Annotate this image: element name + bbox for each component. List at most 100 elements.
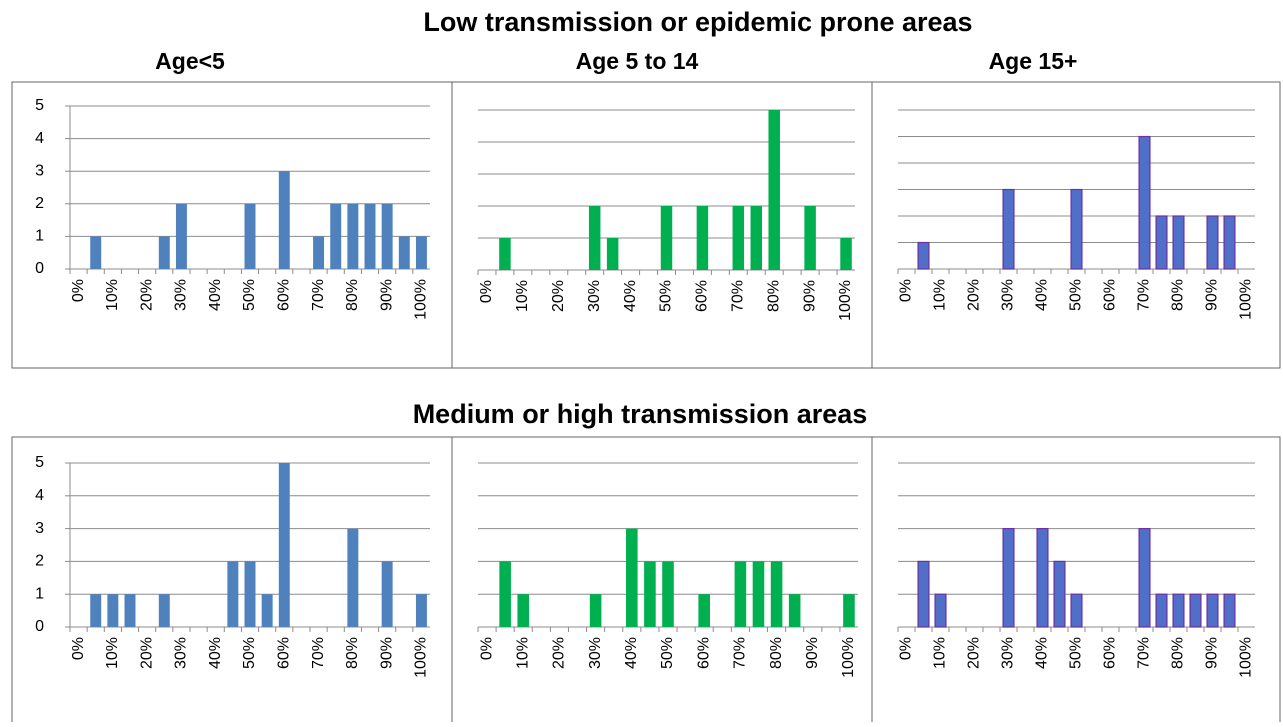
x-tick-label: 70%: [1136, 637, 1153, 669]
y-tick-label: 3: [35, 520, 44, 537]
x-tick-label: 80%: [768, 637, 785, 669]
bar: [770, 561, 783, 627]
bar: [415, 594, 427, 627]
x-tick-label: 20%: [966, 279, 983, 311]
bar: [750, 206, 763, 270]
bar: [732, 206, 745, 270]
bar: [1206, 593, 1219, 628]
y-tick-label: 4: [35, 487, 44, 504]
bar: [278, 171, 290, 269]
panel-frame: [11, 81, 1281, 369]
x-tick-label: 80%: [1170, 637, 1187, 669]
bar: [1223, 593, 1236, 628]
x-tick-label: 80%: [344, 637, 361, 669]
x-tick-label: 30%: [587, 637, 604, 669]
y-tick-label: 5: [35, 97, 44, 114]
bar: [1138, 527, 1151, 628]
bar: [244, 203, 256, 269]
x-tick-label: 40%: [207, 279, 224, 311]
bar: [1189, 593, 1202, 628]
bar: [768, 110, 780, 270]
x-tick-label: 100%: [1238, 637, 1255, 678]
x-tick-label: 0%: [478, 280, 495, 303]
bar: [644, 561, 656, 627]
bar: [626, 528, 638, 627]
bar: [1155, 215, 1168, 270]
bar: [313, 236, 325, 269]
x-tick-label: 60%: [694, 280, 711, 312]
x-tick-label: 10%: [104, 279, 121, 311]
panel-frame: [11, 436, 1281, 727]
x-tick-label: 70%: [730, 280, 747, 312]
x-tick-label: 0%: [70, 279, 87, 302]
bar: [499, 238, 511, 270]
bar: [1223, 215, 1236, 270]
x-tick-label: 20%: [966, 637, 983, 669]
bar: [90, 594, 102, 627]
x-tick-label: 70%: [1136, 279, 1153, 311]
x-tick-label: 100%: [1238, 279, 1255, 320]
x-tick-label: 0%: [898, 637, 915, 660]
bar: [499, 561, 511, 627]
bar: [347, 528, 359, 627]
x-tick-label: 30%: [1000, 637, 1017, 669]
x-tick-label: 100%: [840, 637, 857, 678]
bar: [415, 236, 427, 269]
y-tick-label: 1: [35, 585, 44, 602]
x-tick-label: 10%: [932, 279, 949, 311]
bar: [588, 206, 601, 270]
bar: [1070, 188, 1083, 270]
x-tick-label: 20%: [138, 279, 155, 311]
bar: [278, 463, 290, 627]
y-tick-label: 4: [35, 130, 44, 147]
x-tick-label: 40%: [1034, 279, 1051, 311]
x-tick-label: 30%: [173, 637, 190, 669]
x-tick-label: 10%: [104, 637, 121, 669]
bar: [934, 593, 947, 628]
x-tick-label: 30%: [173, 279, 190, 311]
x-tick-label: 20%: [550, 280, 567, 312]
bar: [347, 203, 359, 269]
bar: [917, 560, 930, 628]
x-tick-label: 30%: [586, 280, 603, 312]
bar: [227, 561, 239, 627]
x-tick-label: 90%: [804, 637, 821, 669]
bar: [381, 561, 393, 627]
bar: [696, 206, 709, 270]
y-tick-label: 2: [35, 553, 44, 570]
bar: [90, 236, 102, 269]
x-tick-label: 90%: [1204, 637, 1221, 669]
x-tick-label: 70%: [732, 637, 749, 669]
x-tick-label: 20%: [551, 637, 568, 669]
y-tick-label: 2: [35, 195, 44, 212]
bar: [261, 594, 273, 627]
x-tick-label: 60%: [695, 637, 712, 669]
x-tick-label: 50%: [241, 279, 258, 311]
bar: [107, 594, 119, 627]
bar: [804, 206, 816, 270]
bar: [244, 561, 256, 627]
bar: [1002, 527, 1015, 628]
bar: [398, 236, 410, 269]
bar: [1036, 527, 1049, 628]
x-tick-label: 30%: [1000, 279, 1017, 311]
x-tick-label: 50%: [659, 637, 676, 669]
x-tick-label: 50%: [1068, 637, 1085, 669]
bar: [917, 241, 930, 270]
bar: [1172, 215, 1185, 270]
bar: [1053, 560, 1066, 628]
x-tick-label: 10%: [514, 637, 531, 669]
bar: [840, 238, 852, 270]
bar: [158, 594, 170, 627]
x-tick-label: 90%: [378, 279, 395, 311]
x-tick-label: 70%: [310, 637, 327, 669]
x-tick-label: 60%: [1102, 637, 1119, 669]
x-tick-label: 50%: [658, 280, 675, 312]
bar: [330, 203, 342, 269]
bar: [589, 594, 602, 627]
y-tick-label: 5: [35, 454, 44, 471]
bar: [1138, 135, 1151, 270]
x-tick-label: 50%: [241, 637, 258, 669]
bar: [175, 203, 187, 269]
